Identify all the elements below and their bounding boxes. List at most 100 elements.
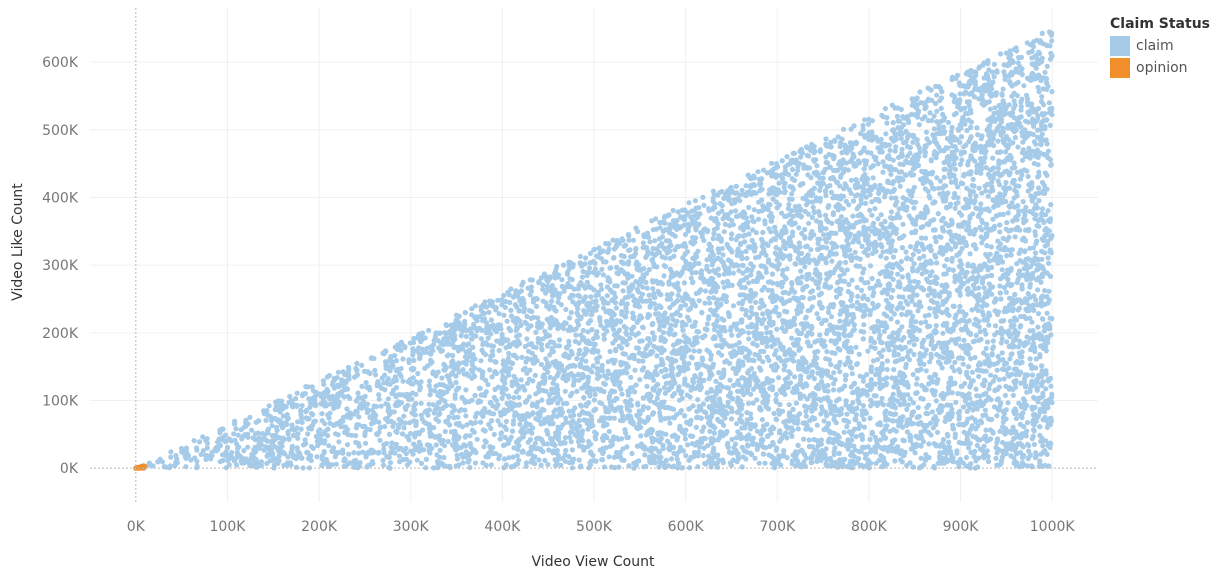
claim-point [868, 377, 875, 383]
claim-point [431, 388, 438, 394]
claim-point [961, 337, 967, 343]
claim-point [267, 444, 273, 450]
claim-point [760, 451, 767, 457]
claim-point [867, 436, 873, 442]
claim-point [710, 361, 717, 367]
claim-point [792, 374, 798, 380]
claim-point [842, 377, 849, 383]
claim-point [895, 336, 901, 342]
claim-point [539, 397, 545, 403]
claim-point [1029, 319, 1035, 325]
claim-point [522, 319, 528, 325]
claim-point [782, 213, 788, 219]
claim-point [587, 460, 593, 466]
claim-point [308, 402, 314, 408]
claim-point [674, 456, 680, 462]
claim-point [1015, 276, 1021, 283]
claim-point [474, 436, 480, 442]
claim-point [326, 443, 332, 449]
claim-point [373, 372, 379, 378]
claim-point [1048, 202, 1054, 208]
claim-point [994, 69, 1000, 75]
claim-point [928, 218, 934, 224]
claim-point [520, 448, 526, 454]
claim-point [1035, 324, 1041, 330]
claim-point [661, 273, 667, 279]
claim-point [848, 297, 854, 303]
claim-point [914, 336, 920, 343]
claim-point [941, 174, 947, 180]
claim-point [854, 299, 860, 305]
claim-point [801, 436, 807, 442]
claim-point [948, 179, 954, 185]
claim-point [359, 383, 365, 389]
claim-point [957, 161, 964, 167]
claim-point [222, 432, 229, 438]
claim-point [829, 258, 835, 264]
claim-point [592, 429, 598, 435]
claim-point [984, 221, 990, 227]
claim-point [507, 299, 513, 306]
claim-point [976, 96, 982, 102]
claim-point [850, 328, 856, 334]
claim-point [400, 356, 406, 362]
claim-point [928, 157, 934, 163]
claim-point [426, 327, 432, 333]
claim-point [574, 319, 581, 325]
claim-point [486, 421, 492, 428]
claim-point [1039, 30, 1045, 36]
claim-point [842, 326, 848, 333]
claim-point [629, 293, 636, 299]
claim-point [915, 404, 921, 411]
claim-point [1004, 253, 1010, 259]
claim-point [993, 455, 999, 461]
claim-point [310, 445, 316, 451]
claim-point [934, 108, 940, 114]
claim-point [976, 373, 982, 379]
claim-point [656, 457, 662, 463]
claim-point [359, 362, 365, 368]
claim-point [759, 340, 765, 346]
claim-point [759, 321, 765, 327]
claim-point [779, 284, 785, 290]
claim-point [755, 317, 761, 323]
claim-point [835, 201, 841, 208]
claim-point [912, 450, 918, 456]
claim-point [937, 98, 943, 104]
claim-point [980, 97, 986, 103]
claim-point [599, 266, 605, 272]
claim-point [934, 92, 940, 98]
claim-point [816, 315, 822, 322]
claim-point [392, 450, 398, 456]
claim-point [620, 446, 626, 452]
claim-point [1034, 223, 1040, 229]
claim-point [478, 336, 484, 342]
claim-point [538, 361, 545, 368]
claim-point [895, 385, 901, 391]
claim-point [876, 457, 882, 463]
claim-point [823, 226, 829, 232]
claim-point [263, 417, 269, 423]
claim-point [524, 313, 530, 319]
claim-point [777, 401, 783, 408]
claim-point [501, 292, 507, 299]
claim-point [720, 252, 726, 258]
claim-point [549, 298, 555, 304]
claim-point [926, 312, 932, 318]
claim-point [491, 431, 497, 437]
claim-point [823, 212, 829, 218]
claim-point [746, 204, 752, 211]
claim-point [393, 358, 399, 364]
claim-point [463, 387, 469, 393]
claim-point [997, 229, 1003, 235]
claim-point [708, 215, 714, 221]
claim-point [380, 462, 387, 468]
claim-point [863, 194, 869, 200]
claim-point [1014, 261, 1020, 267]
claim-point [940, 330, 946, 336]
claim-point [849, 371, 855, 377]
claim-point [968, 134, 974, 140]
claim-point [1000, 415, 1007, 421]
claim-point [680, 327, 686, 333]
claim-point [173, 459, 179, 466]
